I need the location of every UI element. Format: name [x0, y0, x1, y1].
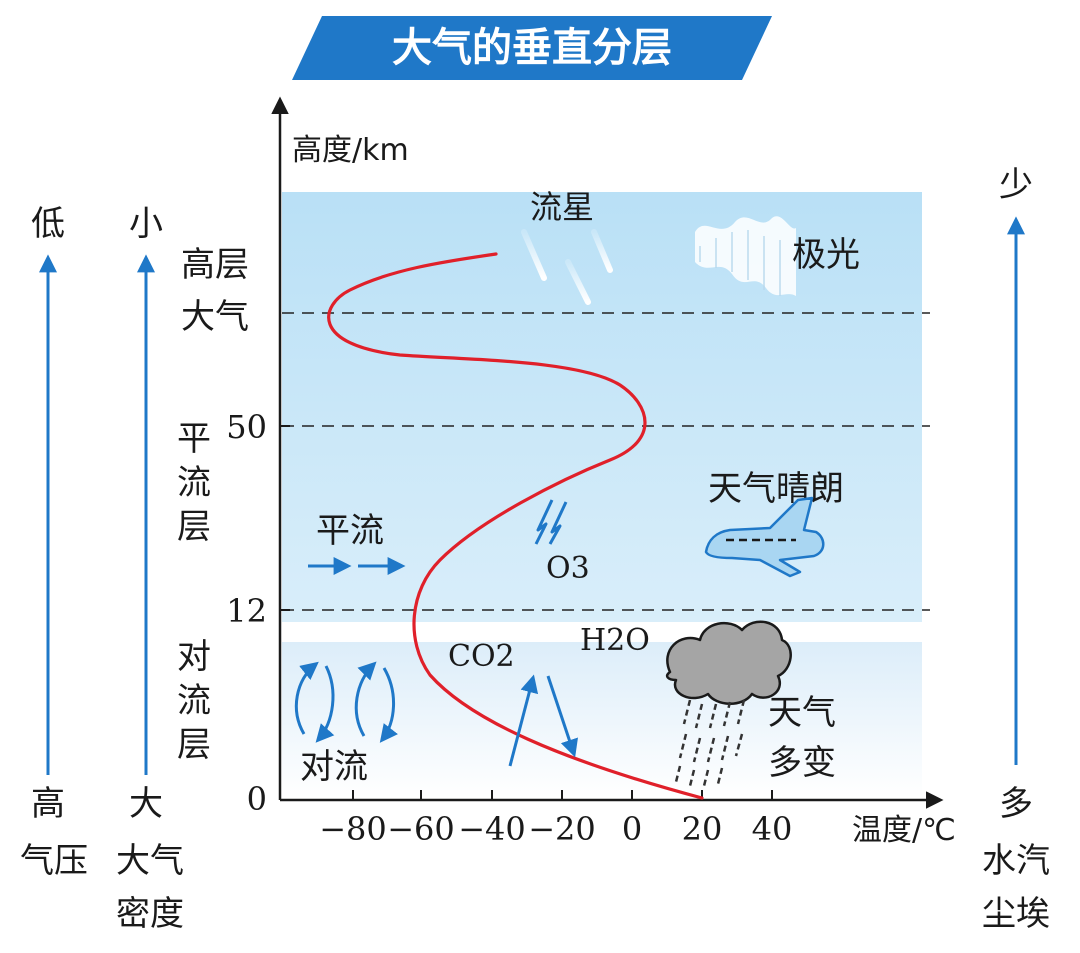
density-scale: 小 大 大气 密度: [116, 204, 184, 934]
svg-text:层: 层: [177, 725, 211, 765]
y-tick-0: 0: [247, 780, 267, 818]
svg-text:对: 对: [177, 637, 211, 677]
x-tick-neg40: −40: [458, 810, 526, 848]
co2-arrow-down: [546, 675, 578, 758]
co2-group: CO2: [448, 639, 578, 767]
svg-text:高层: 高层: [181, 245, 249, 285]
x-tick-40: 40: [752, 810, 793, 848]
co2-arrow-up: [508, 674, 539, 767]
convection-arrow-3: [354, 661, 377, 737]
density-caption-2: 密度: [116, 894, 184, 934]
rain-cloud-icon: [665, 620, 792, 787]
layer-label-troposphere: 对 流 层: [177, 637, 211, 765]
clear-weather-group: 天气晴朗: [704, 469, 844, 578]
convection-arrow-1: [294, 661, 319, 735]
co2-label: CO2: [448, 639, 515, 674]
ozone-group: O3: [534, 499, 590, 586]
changeable-weather-label-2: 多变: [768, 743, 836, 783]
x-tick-labels: −80 −60 −40 −20 0 20 40: [319, 790, 792, 848]
ozone-ray-2: [548, 501, 568, 545]
x-tick-neg60: −60: [387, 810, 455, 848]
vapor-caption-1: 水汽: [982, 841, 1050, 881]
changeable-weather-label-1: 天气: [768, 693, 836, 733]
convection-arrow-2: [315, 665, 335, 743]
troposphere-background: [282, 642, 922, 798]
title-banner: 大气的垂直分层: [292, 16, 772, 80]
ozone-ray-1: [534, 499, 554, 545]
airplane-icon: [704, 496, 825, 578]
h2o-label: H2O: [580, 623, 650, 658]
meteor-streak-2: [565, 259, 591, 305]
page-title: 大气的垂直分层: [392, 25, 672, 71]
vapor-dust-scale: 少 多 水汽 尘埃: [982, 165, 1050, 934]
h2o-group: H2O 天气 多变: [580, 620, 836, 787]
svg-text:平: 平: [177, 419, 211, 459]
temperature-curve: [327, 252, 704, 800]
pressure-high-label: 高: [31, 784, 65, 824]
svg-text:流: 流: [177, 463, 211, 503]
vapor-many-label: 多: [999, 784, 1033, 824]
pressure-scale: 低 高 气压: [20, 204, 88, 881]
x-tick-20: 20: [682, 810, 723, 848]
meteor-streak-3: [591, 229, 613, 273]
y-axis-label: 高度/km: [292, 133, 409, 168]
y-tick-12: 12: [226, 592, 267, 630]
convection-arrow-4: [379, 667, 398, 743]
pressure-low-label: 低: [31, 204, 65, 244]
x-tick-neg20: −20: [528, 810, 596, 848]
svg-text:层: 层: [177, 507, 211, 547]
meteor-streak-1: [521, 229, 547, 281]
x-axis-label: 温度/℃: [852, 813, 956, 848]
layer-label-stratosphere: 平 流 层: [177, 419, 211, 547]
x-tick-0: 0: [622, 810, 642, 848]
x-tick-neg80: −80: [319, 810, 387, 848]
convection-group: 对流: [294, 661, 398, 787]
ozone-label: O3: [546, 551, 590, 586]
advection-group: 平流: [308, 511, 406, 575]
layer-label-upper-atmosphere: 高层 大气: [181, 245, 249, 337]
vapor-caption-2: 尘埃: [982, 894, 1050, 934]
aurora-illustration: 极光: [695, 216, 860, 296]
clear-weather-label: 天气晴朗: [708, 469, 844, 509]
y-tick-labels: 0 12 50: [226, 408, 290, 818]
svg-text:流: 流: [177, 681, 211, 721]
density-caption-1: 大气: [116, 841, 184, 881]
pressure-caption: 气压: [20, 841, 88, 881]
svg-text:大气: 大气: [181, 297, 249, 337]
y-tick-50: 50: [226, 408, 267, 446]
aurora-shape: [695, 216, 796, 296]
title-banner-shape: [292, 16, 772, 80]
density-large-label: 大: [129, 784, 163, 824]
advection-label: 平流: [316, 511, 384, 551]
aurora-label: 极光: [792, 235, 860, 275]
rain-drops: [674, 699, 746, 787]
meteor-label: 流星: [530, 188, 594, 226]
vapor-few-label: 少: [999, 165, 1033, 205]
convection-label: 对流: [300, 747, 368, 787]
aurora-streaks: [699, 230, 781, 296]
density-small-label: 小: [129, 204, 163, 244]
meteor-illustration: 流星: [521, 188, 613, 305]
